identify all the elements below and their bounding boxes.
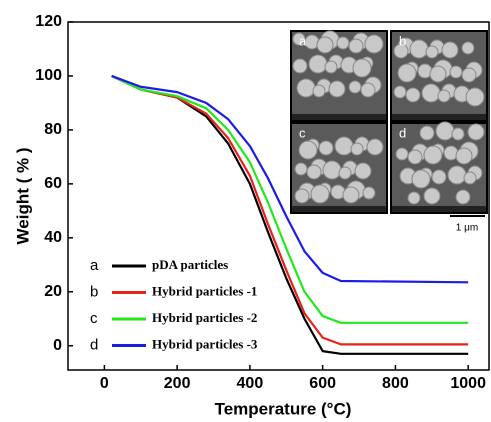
particle [456,148,472,164]
legend-tag: a [90,257,99,274]
particle [436,122,454,140]
y-tick-label: 60 [44,175,62,192]
legend-label: Hybrid particles -3 [152,336,258,351]
particle [353,59,371,77]
particle [448,166,466,184]
particle [430,66,446,82]
particle [295,189,309,203]
y-tick-label: 80 [44,121,62,138]
inset-footer [292,114,386,120]
particle [317,37,333,53]
y-tick-label: 100 [35,67,62,84]
x-tick-label: 0 [100,375,109,392]
y-tick-label: 40 [44,229,62,246]
particle [452,128,464,140]
particle [442,42,458,58]
particle [432,170,446,184]
particle [398,64,416,82]
particle [363,187,375,199]
inset-label: d [399,125,406,140]
particle [394,86,406,98]
particle [361,83,375,97]
particle [426,46,438,58]
particle [349,81,361,93]
x-tick-label: 1000 [450,375,486,392]
particle [335,137,353,155]
legend-tag: c [90,310,98,327]
particle [365,35,383,53]
particle [462,42,474,54]
legend-tag: d [90,336,98,353]
legend-label: Hybrid particles -2 [152,310,257,325]
particle [408,150,422,164]
particle [462,68,476,82]
scale-bar-label: 1 μm [456,223,478,234]
particle [468,124,484,140]
y-tick-label: 20 [44,283,62,300]
x-tick-label: 600 [309,375,336,392]
particle [406,88,420,102]
particle [351,143,363,155]
particle [466,88,484,106]
particle [319,141,333,155]
x-tick-label: 400 [237,375,264,392]
x-tick-label: 200 [164,375,191,392]
particle [410,40,428,58]
legend-label: pDA particles [152,257,228,272]
particle [325,61,337,73]
particle [343,187,359,203]
particle [464,172,476,184]
particle [456,190,470,204]
particle [367,139,383,155]
chart: Weight ( % ) Temperature (°C) 0 20 40 60 80 1… [0,0,491,422]
y-tick-label: 0 [53,337,62,354]
particle [339,167,351,179]
inset-label: c [299,125,306,140]
particle [422,84,440,102]
inset-label: b [399,33,406,48]
legend-tag: b [90,283,98,300]
legend-label: Hybrid particles -1 [152,283,257,298]
particle [349,39,363,53]
inset-footer [292,206,386,212]
particle [299,141,317,159]
x-tick-label: 800 [382,375,409,392]
particle [424,188,440,204]
particle [408,192,420,204]
particle [329,81,345,97]
particle [424,146,442,164]
particle [438,90,450,102]
page: Weight ( % ) Temperature (°C) 0 20 40 60 80 1… [0,0,491,422]
particle [297,79,315,97]
particle [313,85,325,97]
inset-footer [392,114,486,120]
particle [295,163,307,175]
particle [412,170,430,188]
particle [396,148,408,160]
particle [355,163,371,179]
particle [450,66,462,78]
particle [309,55,327,73]
particle [323,161,341,179]
particle [307,165,321,179]
particle [311,185,329,203]
particle [420,126,434,140]
inset-label: a [299,33,307,48]
y-axis-label: Weight ( % ) [13,148,32,245]
y-tick-label: 120 [35,13,62,30]
inset-footer [392,206,486,212]
x-axis-label: Temperature (°C) [215,399,352,418]
particle [293,59,307,73]
particle [337,37,349,49]
